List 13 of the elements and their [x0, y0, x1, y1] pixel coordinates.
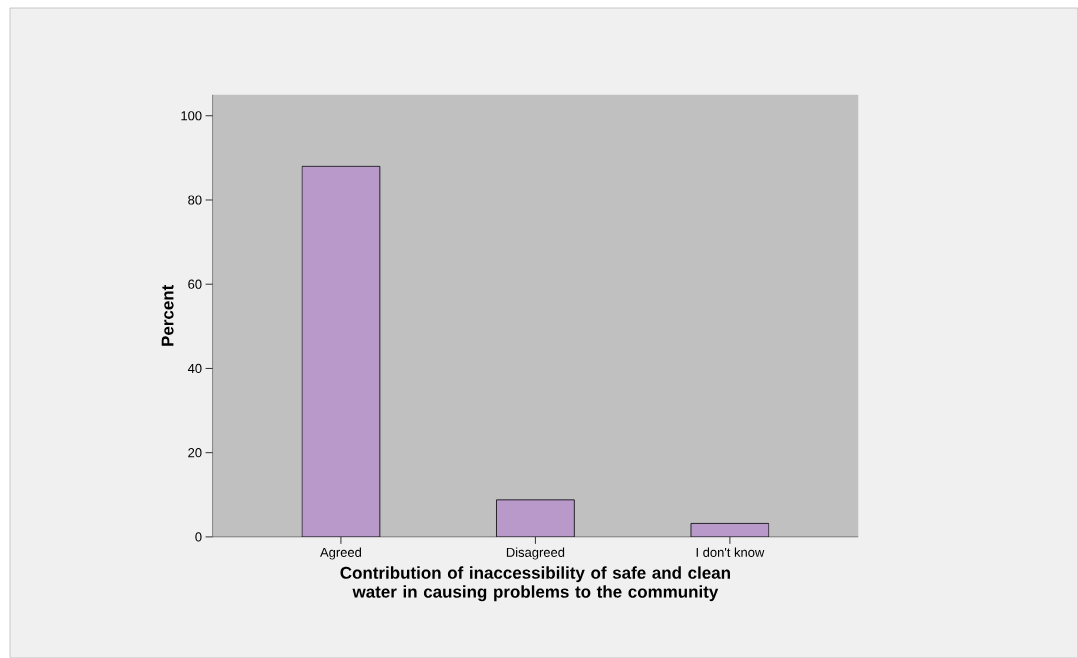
y-axis-title: Percent — [161, 284, 174, 346]
y-tick-label: 100 — [181, 111, 202, 121]
bar — [301, 165, 381, 537]
x-tick-label: Disagreed — [506, 547, 565, 560]
y-tick-label: 80 — [188, 195, 202, 205]
y-tick-label: 20 — [188, 448, 202, 458]
y-tick-label: 0 — [195, 532, 202, 542]
y-tick-label: 60 — [188, 279, 202, 289]
y-tick-label: 40 — [187, 363, 202, 374]
bar — [496, 499, 575, 537]
x-tick-label: Agreed — [320, 547, 362, 560]
x-axis-title: Contribution of inaccessibility of safe and clean water in causing problems to the community — [340, 566, 730, 602]
x-tick-label: I don't know — [696, 547, 765, 558]
